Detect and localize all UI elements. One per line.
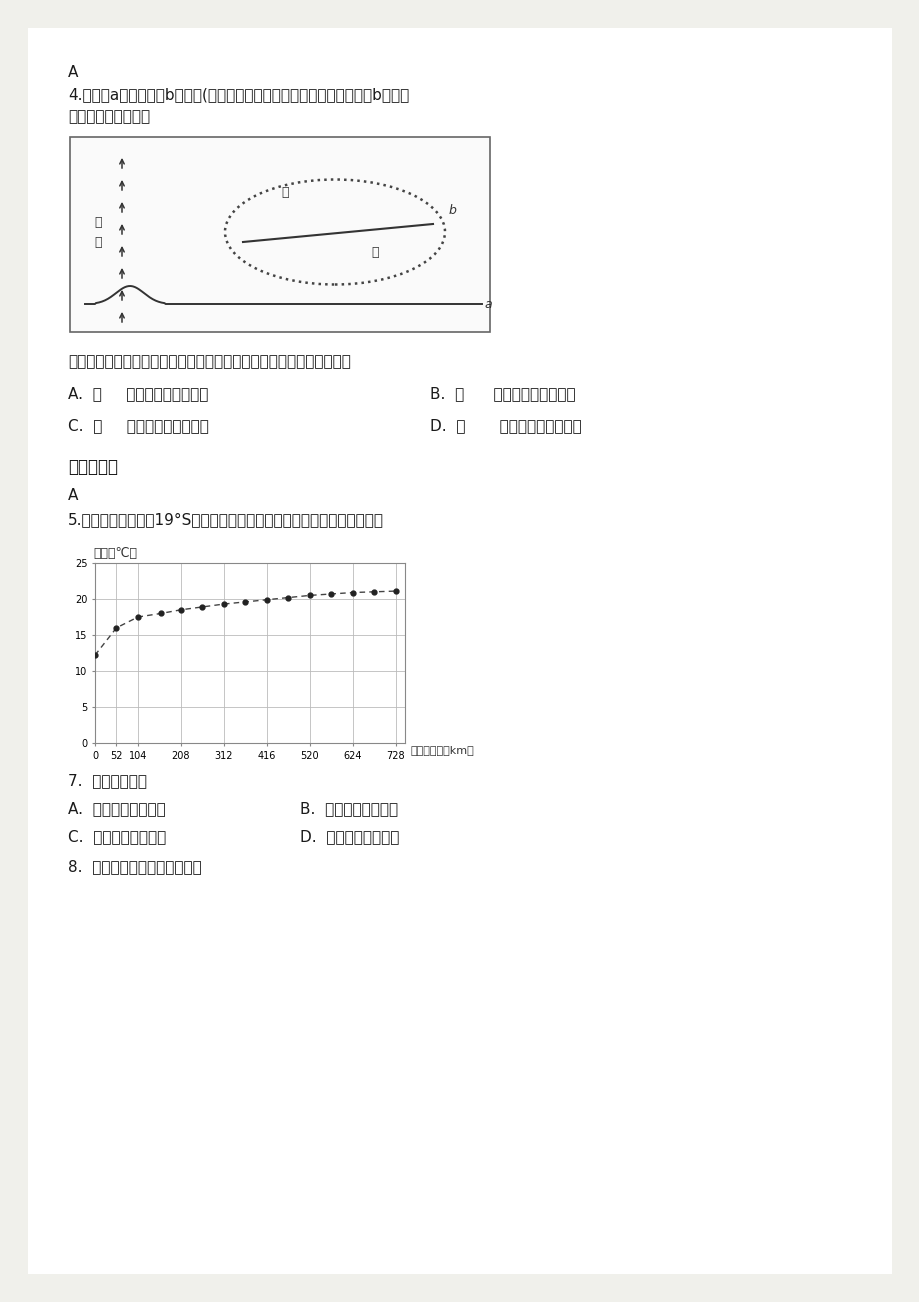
Text: 参考答案：: 参考答案： <box>68 458 118 477</box>
Text: D.  南美大陆西岸海域: D. 南美大陆西岸海域 <box>300 829 399 844</box>
Text: 4.下图中a为等温线，b为锋线(锋面与地面交线），虚线范围内为雨区且b向偏北: 4.下图中a为等温线，b为锋线(锋面与地面交线），虚线范围内为雨区且b向偏北 <box>68 87 409 102</box>
Text: 脉: 脉 <box>94 236 102 249</box>
Text: 水温（℃）: 水温（℃） <box>93 547 137 560</box>
Text: 当前，有关甲、乙两处气温日较差较大的地点及其原因的叙述正确的是: 当前，有关甲、乙两处气温日较差较大的地点及其原因的叙述正确的是 <box>68 354 350 368</box>
Text: C.  南太平洋西部海域: C. 南太平洋西部海域 <box>68 829 166 844</box>
Text: 方向移动，读图回答: 方向移动，读图回答 <box>68 109 150 124</box>
Bar <box>70 137 490 332</box>
Text: b: b <box>448 203 457 216</box>
Text: 山: 山 <box>94 216 102 228</box>
Text: a: a <box>483 297 491 310</box>
Text: 5.下图示意某海域沿19°S的表层海水温度变化曲线。读图完成下面小题。: 5.下图示意某海域沿19°S的表层海水温度变化曲线。读图完成下面小题。 <box>68 512 383 527</box>
Text: A.  甲     受单一的暖气团控制: A. 甲 受单一的暖气团控制 <box>68 385 208 401</box>
Text: A.  非洲大陆东岸海域: A. 非洲大陆东岸海域 <box>68 801 165 816</box>
Text: A: A <box>68 488 78 503</box>
Text: 乙: 乙 <box>371 246 379 259</box>
Text: B.  南大西洋西部海域: B. 南大西洋西部海域 <box>300 801 398 816</box>
Text: 8.  该海域洋流对环境的影响是: 8. 该海域洋流对环境的影响是 <box>68 859 201 874</box>
Text: 7.  该海域可能是: 7. 该海域可能是 <box>68 773 147 788</box>
Text: C.  甲     受单一的冷气团控制: C. 甲 受单一的冷气团控制 <box>68 418 209 434</box>
Text: 距海岸距离（km）: 距海岸距离（km） <box>411 745 474 755</box>
Text: B.  乙      受单一的冷气团控制: B. 乙 受单一的冷气团控制 <box>429 385 575 401</box>
Text: 甲: 甲 <box>281 185 289 198</box>
Text: D.  乙       受单一的暖气团控制: D. 乙 受单一的暖气团控制 <box>429 418 581 434</box>
Text: A: A <box>68 65 78 79</box>
